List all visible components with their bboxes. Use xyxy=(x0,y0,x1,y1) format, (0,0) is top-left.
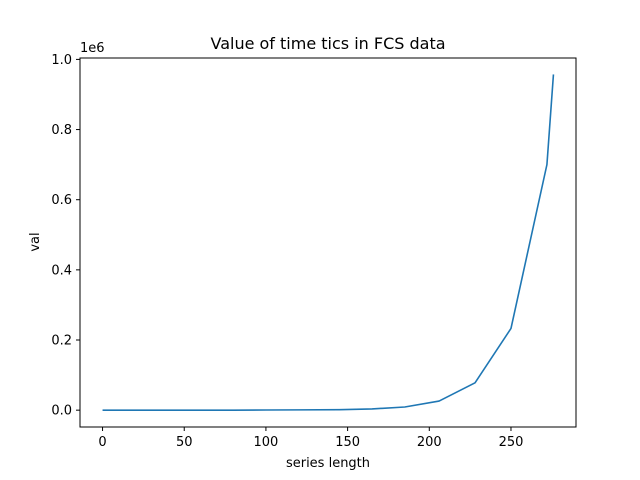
y-tick-label: 0.8 xyxy=(51,123,72,138)
y-axis-label: val xyxy=(28,232,43,251)
y-axis-offset-label: 1e6 xyxy=(80,41,105,56)
x-tick-label: 150 xyxy=(335,435,360,450)
x-tick-label: 50 xyxy=(176,435,193,450)
y-tick-label: 0.4 xyxy=(51,263,72,278)
y-tick-label: 1.0 xyxy=(51,53,72,68)
chart-title: Value of time tics in FCS data xyxy=(210,34,445,53)
plot-lines xyxy=(102,74,555,411)
x-tick-label: 250 xyxy=(499,435,524,450)
x-axis-label: series length xyxy=(286,456,370,471)
x-tick-label: 100 xyxy=(254,435,279,450)
plot-frame xyxy=(79,57,577,428)
series-line xyxy=(102,74,555,411)
x-axis-ticks: 0 50 100 150 200 250 xyxy=(98,427,523,450)
y-tick-label: 0.2 xyxy=(51,334,72,349)
x-tick-label: 200 xyxy=(417,435,442,450)
y-tick-label: 0.6 xyxy=(51,193,72,208)
x-tick-label: 0 xyxy=(98,435,106,450)
y-tick-label: 0.0 xyxy=(51,404,72,419)
y-axis-ticks: 0.0 0.2 0.4 0.6 0.8 1.0 xyxy=(51,53,80,419)
